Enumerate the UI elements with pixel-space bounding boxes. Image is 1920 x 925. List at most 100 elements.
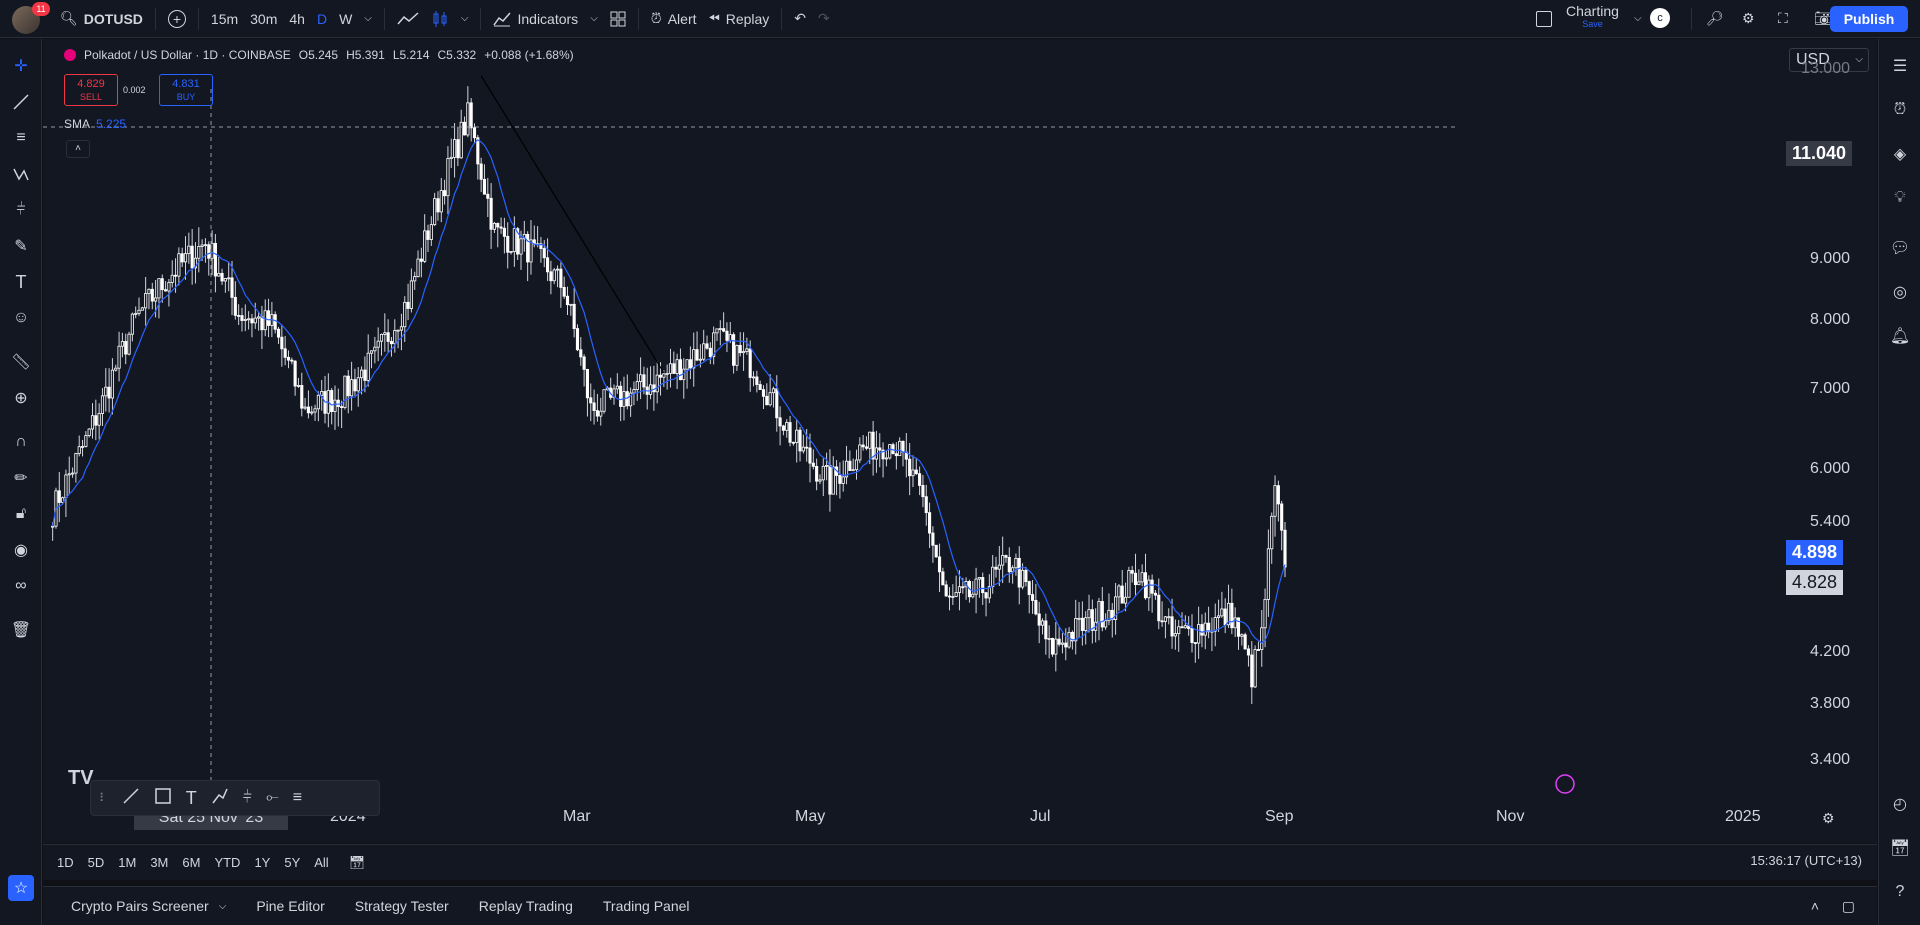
line-tool-icon[interactable] [122,787,140,810]
candle-body [1064,642,1068,648]
price-chart[interactable]: TV [43,39,1877,843]
range-6m[interactable]: 6M [182,855,201,870]
alerts-clock-icon[interactable]: ⏰︎ [1893,101,1907,118]
ruler-tool-icon[interactable]: 📏︎ [10,354,32,371]
notifications-bell-icon[interactable]: 🔔︎ [1889,328,1911,345]
range-1m[interactable]: 1M [118,855,137,870]
help-icon[interactable]: ? [1895,883,1905,900]
indicators-button[interactable]: Indicators [487,0,584,38]
interval-d[interactable]: D [316,10,328,27]
interval-4h[interactable]: 4h [289,10,305,27]
crosshair-tool-icon[interactable]: ✛ [14,58,28,75]
trend-line-drawing[interactable] [480,75,665,374]
undo-button[interactable]: ↶ [788,0,812,38]
event-lightning-icon[interactable] [1555,774,1575,794]
tab-pine-editor[interactable]: Pine Editor [256,898,325,914]
layout-grid-button[interactable] [604,0,632,38]
drag-handle-icon[interactable]: ⠇ [99,791,108,805]
chart-type-candles-button[interactable] [425,0,455,38]
candle-body [379,334,384,342]
tab-strategy-tester[interactable]: Strategy Tester [354,898,449,914]
redo-button[interactable]: ↷ [812,0,836,38]
sell-button[interactable]: 4.829 SELL [64,74,118,106]
range-3m[interactable]: 3M [150,855,169,870]
ideas-bulb-icon[interactable]: 💡︎ [1894,189,1906,206]
candle-body [489,197,493,230]
screenshot-button[interactable]: 📷︎ [1808,0,1838,38]
currency-select[interactable]: USD ⌵ [1789,48,1869,72]
symbol-search[interactable]: 🔍︎ DOTUSD [54,0,149,38]
quick-search-button[interactable]: 🔎︎ [1700,0,1730,38]
fullscreen-button[interactable]: ⛶ [1772,0,1794,38]
candle-body [951,596,955,598]
brush-tool-icon[interactable]: ✎ [14,238,28,255]
axis-settings-icon[interactable]: ⚙︎ [1822,810,1835,826]
dom-icon[interactable]: ◴ [1893,796,1907,813]
tab-replay-trading[interactable]: Replay Trading [478,898,573,914]
goto-date-icon[interactable]: 📅︎ [348,854,366,870]
candle-body [1233,617,1237,629]
range-5d[interactable]: 5D [87,855,105,870]
interval-w[interactable]: W [339,10,353,27]
magnet-tool-icon[interactable]: ∩ [15,433,27,450]
hide-drawings-icon[interactable]: ◉ [14,542,28,559]
long-position-tool-icon[interactable]: ⫩ [242,789,252,806]
prediction-tool-icon[interactable]: ⫩ [16,201,26,218]
trend-line-tool-icon[interactable] [8,89,34,115]
emoji-tool-icon[interactable]: ☺ [12,309,30,326]
chevron-down-icon[interactable]: ⌵ [218,900,227,912]
interval-15m[interactable]: 15m [210,10,239,27]
text-tool-icon[interactable]: T [185,787,197,808]
replay-button[interactable]: ⏪︎ Replay [703,0,776,38]
text-tool-icon[interactable]: T [15,271,27,292]
candle-body [1050,638,1055,655]
watchlist-icon[interactable]: ☰ [1892,58,1908,75]
range-1y[interactable]: 1Y [254,855,271,870]
range-all[interactable]: All [314,855,329,870]
interval-30m[interactable]: 30m [250,10,278,27]
stay-drawing-mode-icon[interactable]: ✏︎ [14,470,28,487]
horizontal-ray-tool-icon[interactable]: ⟜ [265,789,279,806]
path-tool-icon[interactable] [211,787,229,810]
sma-legend[interactable]: SMA 5.225 [64,117,126,131]
legend-collapse-button[interactable]: ˄ [66,140,90,158]
indicators-dropdown[interactable]: ⌵ [584,0,604,38]
range-ytd[interactable]: YTD [214,855,241,870]
interval-dropdown[interactable]: ⌵ [358,0,378,38]
tab-crypto-pairs-screener[interactable]: Crypto Pairs Screener [71,898,209,914]
menu-lines-icon[interactable]: ≡ [292,789,303,806]
chart-type-dropdown[interactable]: ⌵ [455,0,475,38]
pattern-tool-icon[interactable] [8,161,34,187]
range-5y[interactable]: 5Y [284,855,301,870]
link-icon[interactable]: ∞ [15,577,27,594]
layout-name-button[interactable]: Charting Save [1566,4,1619,31]
candle-body [1007,556,1011,573]
candle-body [1127,570,1131,598]
watchlist-star-icon[interactable]: ☆ [8,875,34,901]
publish-button[interactable]: Publish [1830,6,1908,32]
settings-button[interactable]: ⚙︎ [1736,0,1761,38]
zoom-in-tool-icon[interactable]: ⊕ [14,390,28,407]
calendar-icon[interactable]: 📅︎ [1889,840,1911,857]
chart-type-line-button[interactable] [391,0,425,38]
alert-button[interactable]: ⏰︎ Alert [645,0,703,38]
trash-icon[interactable]: 🗑︎ [10,622,32,639]
chevron-up-icon[interactable]: ˄ [1810,898,1819,914]
maximize-panel-icon[interactable]: ▢ [1841,897,1855,914]
layers-icon[interactable]: ◈ [1893,146,1907,163]
range-1d[interactable]: 1D [57,855,74,870]
compare-add-button[interactable]: + [162,0,192,38]
tab-trading-panel[interactable]: Trading Panel [602,898,690,914]
lock-drawings-icon[interactable]: 🔓︎ [15,505,27,522]
buy-button[interactable]: 4.831 BUY [159,74,213,106]
fullscreen-toggle[interactable] [1530,0,1558,38]
clock-timezone[interactable]: 15:36:17 (UTC+13) [1750,853,1862,868]
legend-title[interactable]: Polkadot / US Dollar · 1D · COINBASE [84,48,291,62]
user-circle-button[interactable]: c [1650,8,1670,28]
chart-canvas[interactable]: TV [43,39,1877,843]
fib-retracement-tool-icon[interactable]: ≡ [16,129,26,146]
layout-dropdown[interactable]: ⌵ [1628,0,1648,38]
rectangle-tool-icon[interactable] [154,787,172,810]
streams-icon[interactable]: ◎ [1893,284,1907,301]
chat-icon[interactable]: 💬︎ [1889,240,1911,257]
